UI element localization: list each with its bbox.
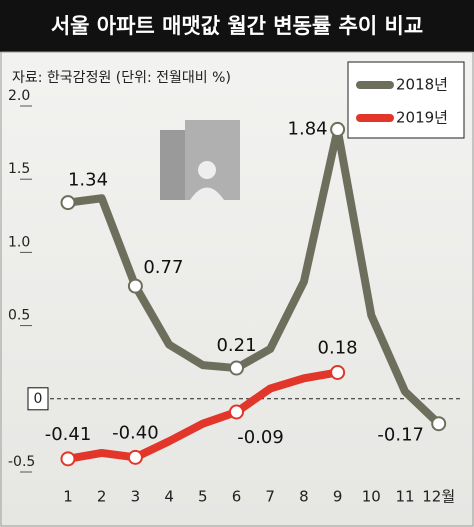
data-label: 0.21 — [216, 335, 256, 356]
x-tick-label: 11 — [395, 488, 414, 506]
x-tick-label: 8 — [299, 488, 309, 506]
data-label: 1.34 — [68, 170, 108, 191]
data-label: 0.77 — [143, 257, 183, 278]
point-marker — [127, 278, 143, 294]
data-label: -0.41 — [45, 424, 92, 445]
subtitle: 자료: 한국감정원 (단위: 전월대비 %) — [12, 70, 231, 86]
point-marker — [431, 416, 447, 432]
data-label: 1.84 — [288, 118, 328, 139]
x-tick-label: 1 — [63, 488, 73, 506]
data-label: -0.17 — [377, 425, 424, 446]
x-tick-label: 3 — [131, 488, 141, 506]
x-tick-label: 5 — [198, 488, 208, 506]
data-label: -0.09 — [237, 427, 284, 448]
title-banner — [0, 0, 474, 52]
x-tick-label: 10 — [362, 488, 381, 506]
point-marker — [60, 451, 76, 467]
legend-box — [347, 61, 465, 139]
legend — [347, 61, 465, 139]
x-tick-label: 2 — [97, 488, 107, 506]
y-tick-label: 0.5 — [8, 308, 30, 324]
x-tick-label: 9 — [333, 488, 343, 506]
chart-title: 서울 아파트 매맷값 월간 변동률 추이 비교 — [51, 14, 423, 38]
y-tick-label: -0.5 — [8, 454, 35, 470]
x-tick-label: 6 — [232, 488, 242, 506]
frame — [0, 51, 474, 527]
building-icon — [160, 120, 240, 200]
point-marker — [127, 449, 143, 465]
y-tick-label: 1.5 — [8, 161, 30, 177]
legend-label: 2019년 — [396, 109, 448, 127]
y-tick-label: 0 — [34, 391, 43, 407]
series-line — [64, 125, 443, 428]
point-marker — [330, 364, 346, 380]
data-label: -0.40 — [112, 422, 159, 443]
series-line — [64, 368, 342, 463]
x-tick-label: 12월 — [422, 488, 455, 506]
point-marker — [229, 404, 244, 420]
point-marker — [330, 121, 346, 137]
point-marker — [229, 360, 244, 376]
x-tick-label: 7 — [265, 488, 275, 506]
zero-box — [27, 387, 49, 411]
y-tick-label: 2.0 — [8, 88, 30, 104]
data-label: 0.18 — [318, 337, 358, 358]
y-tick-label: 1.0 — [8, 234, 30, 250]
x-tick-label: 4 — [164, 488, 174, 506]
legend-label: 2018년 — [396, 76, 448, 94]
point-marker — [60, 195, 76, 211]
